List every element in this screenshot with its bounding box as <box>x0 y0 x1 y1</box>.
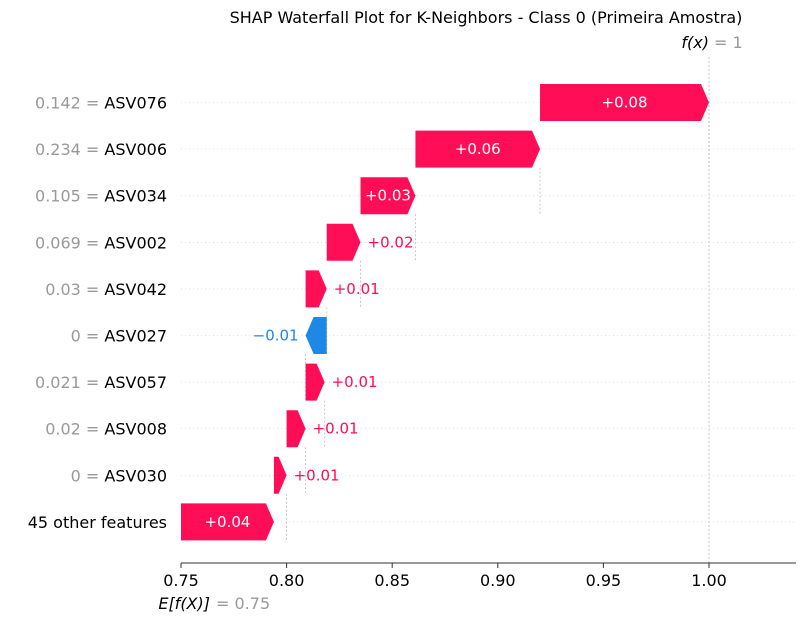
feature-label: 0.142 = ASV076 <box>35 94 167 113</box>
waterfall-bars <box>181 84 709 541</box>
bar-asv008 <box>286 410 306 448</box>
fx-label: f(x) <box>681 33 709 52</box>
feature-label: 0.021 = ASV057 <box>35 373 167 392</box>
x-tick-label: 1.00 <box>691 571 727 590</box>
feature-value: 0.105 = <box>35 187 104 206</box>
bar-asv030 <box>273 456 287 494</box>
feature-name: ASV076 <box>104 94 167 113</box>
fx-value: = 1 <box>714 33 743 52</box>
feature-label: 0.02 = ASV008 <box>45 420 167 439</box>
base-value-annotation: E[f(X)] = 0.75 <box>158 594 270 613</box>
x-tick-label: 0.95 <box>586 571 622 590</box>
bar-asv002 <box>326 223 361 261</box>
x-axis: 0.75 0.80 0.85 0.90 0.95 1.00 <box>163 562 796 590</box>
bar-value-label: +0.08 <box>602 94 648 112</box>
base-value-label: E[f(X)] <box>158 594 210 613</box>
feature-name: ASV030 <box>104 466 167 485</box>
feature-label: 0 = ASV030 <box>71 466 167 485</box>
bar-45-other-features <box>181 503 274 541</box>
feature-name: ASV057 <box>104 373 167 392</box>
bar-asv027 <box>305 317 327 354</box>
feature-value: 0.234 = <box>35 140 104 159</box>
base-value: = 0.75 <box>216 594 270 613</box>
bar-value-label: +0.02 <box>368 233 414 251</box>
chart-title: SHAP Waterfall Plot for K-Neighbors - Cl… <box>230 8 743 27</box>
x-tick-label: 0.80 <box>269 571 305 590</box>
bar-value-labels: +0.08 +0.06 +0.03 +0.02 +0.01 −0.01 +0.01 +0.01… <box>204 94 647 531</box>
feature-label: 0.105 = ASV034 <box>35 187 167 206</box>
feature-label: 0.234 = ASV006 <box>35 140 167 159</box>
feature-value: 0.03 = <box>45 280 104 299</box>
bar-value-label: +0.06 <box>455 140 501 158</box>
feature-name: ASV008 <box>104 420 167 439</box>
feature-name: ASV002 <box>104 233 167 252</box>
feature-name: ASV027 <box>104 327 167 346</box>
feature-name: ASV034 <box>104 187 167 206</box>
feature-label: 0.03 = ASV042 <box>45 280 167 299</box>
feature-value: 0 = <box>71 327 105 346</box>
feature-value: 0.021 = <box>35 373 104 392</box>
bar-value-label: +0.04 <box>204 513 250 531</box>
bar-value-label: +0.03 <box>365 187 411 205</box>
bar-asv057 <box>305 363 325 401</box>
bar-asv006 <box>415 130 541 168</box>
feature-name: ASV006 <box>104 140 167 159</box>
bar-asv042 <box>305 270 327 308</box>
feature-value: 0 = <box>71 466 105 485</box>
bar-value-label: −0.01 <box>253 327 299 345</box>
bar-value-label: +0.01 <box>334 280 380 298</box>
feature-value: 0.02 = <box>45 420 104 439</box>
x-tick-label: 0.75 <box>163 571 199 590</box>
feature-label: 0.069 = ASV002 <box>35 233 167 252</box>
x-tick-label: 0.90 <box>480 571 516 590</box>
x-tick-label: 0.85 <box>374 571 410 590</box>
feature-name: 45 other features <box>28 513 167 532</box>
bar-asv076 <box>540 84 709 121</box>
bar-asv034 <box>360 177 416 215</box>
feature-labels: 0.142 = ASV076 0.234 = ASV006 0.105 = ASV0… <box>28 94 167 532</box>
connector-lines <box>286 57 710 563</box>
feature-name: ASV042 <box>104 280 167 299</box>
fx-annotation: f(x) = 1 <box>681 33 742 52</box>
feature-value: 0.142 = <box>35 94 104 113</box>
bar-value-label: +0.01 <box>294 466 340 484</box>
feature-label: 0 = ASV027 <box>71 327 167 346</box>
feature-value: 0.069 = <box>35 233 104 252</box>
feature-label: 45 other features <box>28 513 167 532</box>
bar-value-label: +0.01 <box>332 373 378 391</box>
bar-value-label: +0.01 <box>313 420 359 438</box>
